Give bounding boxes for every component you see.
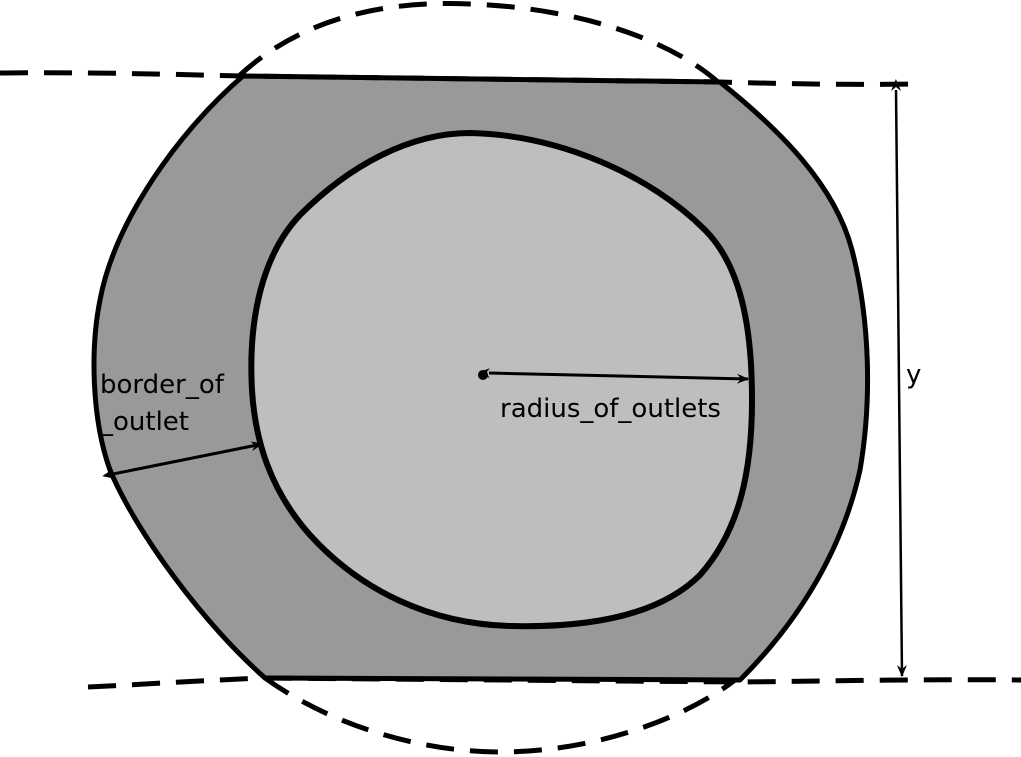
top-boundary-line — [0, 70, 919, 87]
dashed-circle-top-arc — [238, 1, 720, 84]
border-label-line2: _outlet — [99, 407, 189, 437]
dashed-circle-bottom-arc — [263, 675, 737, 755]
center-point — [478, 370, 488, 380]
y-arrow — [891, 79, 907, 677]
radius-label: radius_of_outlets — [500, 394, 721, 424]
border-arrow — [102, 441, 263, 479]
border-label-line1: border_of — [100, 370, 225, 400]
y-label: y — [906, 360, 921, 390]
radius-arrow — [478, 368, 749, 384]
inner-outlet-region — [248, 130, 755, 630]
bottom-boundary-line — [87, 675, 1021, 690]
